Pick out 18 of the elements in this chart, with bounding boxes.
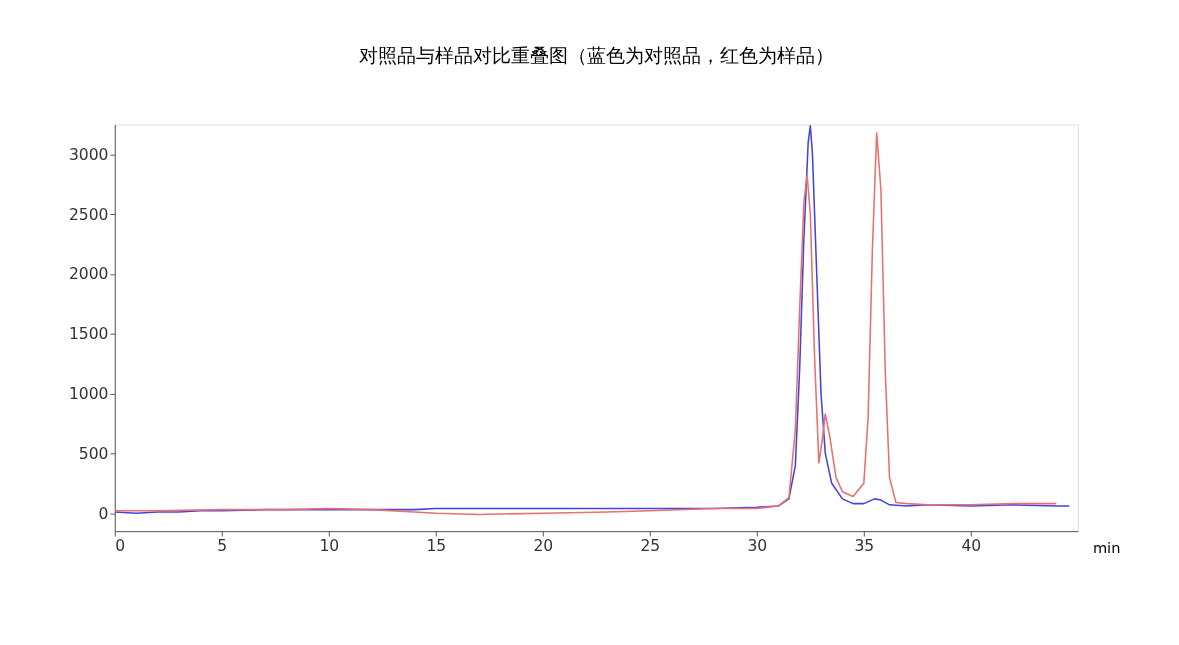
x-tick-label: 35 — [854, 537, 875, 556]
y-tick-label: 2000 — [68, 265, 109, 284]
y-tick-label: 2500 — [68, 205, 109, 224]
x-tick-label: 0 — [115, 537, 126, 556]
x-tick-label: 10 — [319, 537, 340, 556]
x-tick-label: 25 — [640, 537, 661, 556]
y-tick-label: 1000 — [68, 384, 109, 403]
y-tick-label: 3000 — [68, 145, 109, 164]
x-axis-title: min — [1092, 539, 1121, 557]
y-tick-label: 0 — [98, 504, 109, 523]
x-tick-label: 20 — [533, 537, 554, 556]
x-tick-label: 40 — [961, 537, 982, 556]
x-tick-label: 5 — [217, 537, 228, 556]
y-tick-label: 1500 — [68, 325, 109, 344]
x-tick-label: 30 — [747, 537, 768, 556]
x-tick-label: 15 — [426, 537, 447, 556]
y-tick-label: 500 — [78, 444, 109, 463]
chart-title: 对照品与样品对比重叠图（蓝色为对照品，红色为样品） — [358, 44, 834, 68]
